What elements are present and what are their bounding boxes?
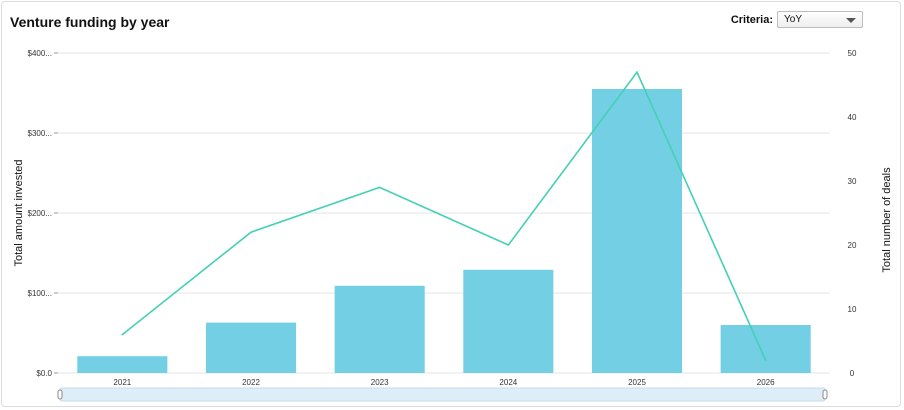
line-point: [764, 359, 767, 362]
bar: [463, 269, 554, 373]
y2-tick-label: 10: [848, 305, 857, 314]
drag-handle-icon[interactable]: [822, 389, 828, 400]
chart-title: Venture funding by year: [10, 14, 170, 30]
y-tick-label: $300...: [28, 129, 52, 138]
x-tick-label: 2026: [757, 378, 775, 387]
y-tick-label: $200...: [28, 209, 52, 218]
line-point: [507, 244, 510, 246]
criteria-dropdown[interactable]: YoY: [777, 11, 863, 28]
y2-axis-title: Total number of deals: [881, 167, 893, 273]
bar: [77, 356, 168, 373]
gridlines: [58, 52, 830, 374]
line-point: [636, 71, 638, 73]
line-point: [378, 186, 381, 189]
bar: [334, 285, 425, 373]
line-series: [121, 70, 767, 362]
y-axis-title: Total amount invested: [13, 159, 25, 266]
x-axis-ticks: 2021 2022 2023 2024 2025 2026: [113, 378, 775, 387]
y-tick-label: $0.0: [36, 369, 52, 378]
scrollbar-track[interactable]: [59, 387, 826, 402]
x-tick-label: 2024: [499, 378, 517, 387]
bar: [720, 325, 811, 373]
right-axis-ticks: 0 10 20 30 40 50: [848, 49, 857, 378]
y2-tick-label: 50: [848, 49, 857, 58]
series-line: [121, 70, 767, 361]
criteria-control: Criteria: YoY: [731, 11, 863, 28]
range-scrollbar[interactable]: [57, 387, 828, 402]
x-tick-label: 2025: [628, 378, 646, 387]
bar: [205, 322, 297, 373]
y-tick-label: $100...: [28, 289, 52, 298]
y2-tick-label: 20: [848, 241, 857, 250]
criteria-label: Criteria:: [730, 13, 773, 26]
x-tick-label: 2021: [113, 378, 131, 387]
line-point: [121, 333, 124, 336]
bar-series: [77, 89, 811, 373]
x-tick-label: 2023: [371, 378, 389, 387]
line-point: [250, 231, 252, 233]
y2-tick-label: 0: [850, 369, 855, 378]
criteria-selected-value: YoY: [784, 14, 802, 25]
x-tick-label: 2022: [242, 378, 260, 387]
y2-tick-label: 30: [848, 177, 857, 186]
y2-tick-label: 40: [848, 113, 857, 122]
y-tick-label: $400...: [28, 49, 52, 58]
left-axis-ticks: $0.0 $100... $200... $300... $400...: [28, 49, 58, 378]
bar: [591, 89, 683, 373]
drag-handle-icon[interactable]: [57, 389, 63, 400]
chevron-down-icon[interactable]: [846, 18, 856, 23]
